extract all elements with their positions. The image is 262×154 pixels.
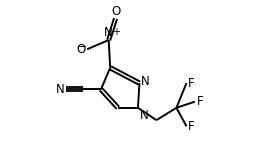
Text: F: F [196, 95, 203, 108]
Text: O: O [111, 5, 120, 18]
Text: F: F [188, 77, 195, 90]
Text: O: O [77, 43, 86, 56]
Text: +: + [112, 27, 120, 37]
Text: F: F [188, 120, 195, 133]
Text: −: − [78, 42, 88, 52]
Text: N: N [139, 109, 148, 122]
Text: N: N [56, 83, 64, 96]
Text: N: N [141, 75, 150, 88]
Text: N: N [104, 26, 113, 39]
